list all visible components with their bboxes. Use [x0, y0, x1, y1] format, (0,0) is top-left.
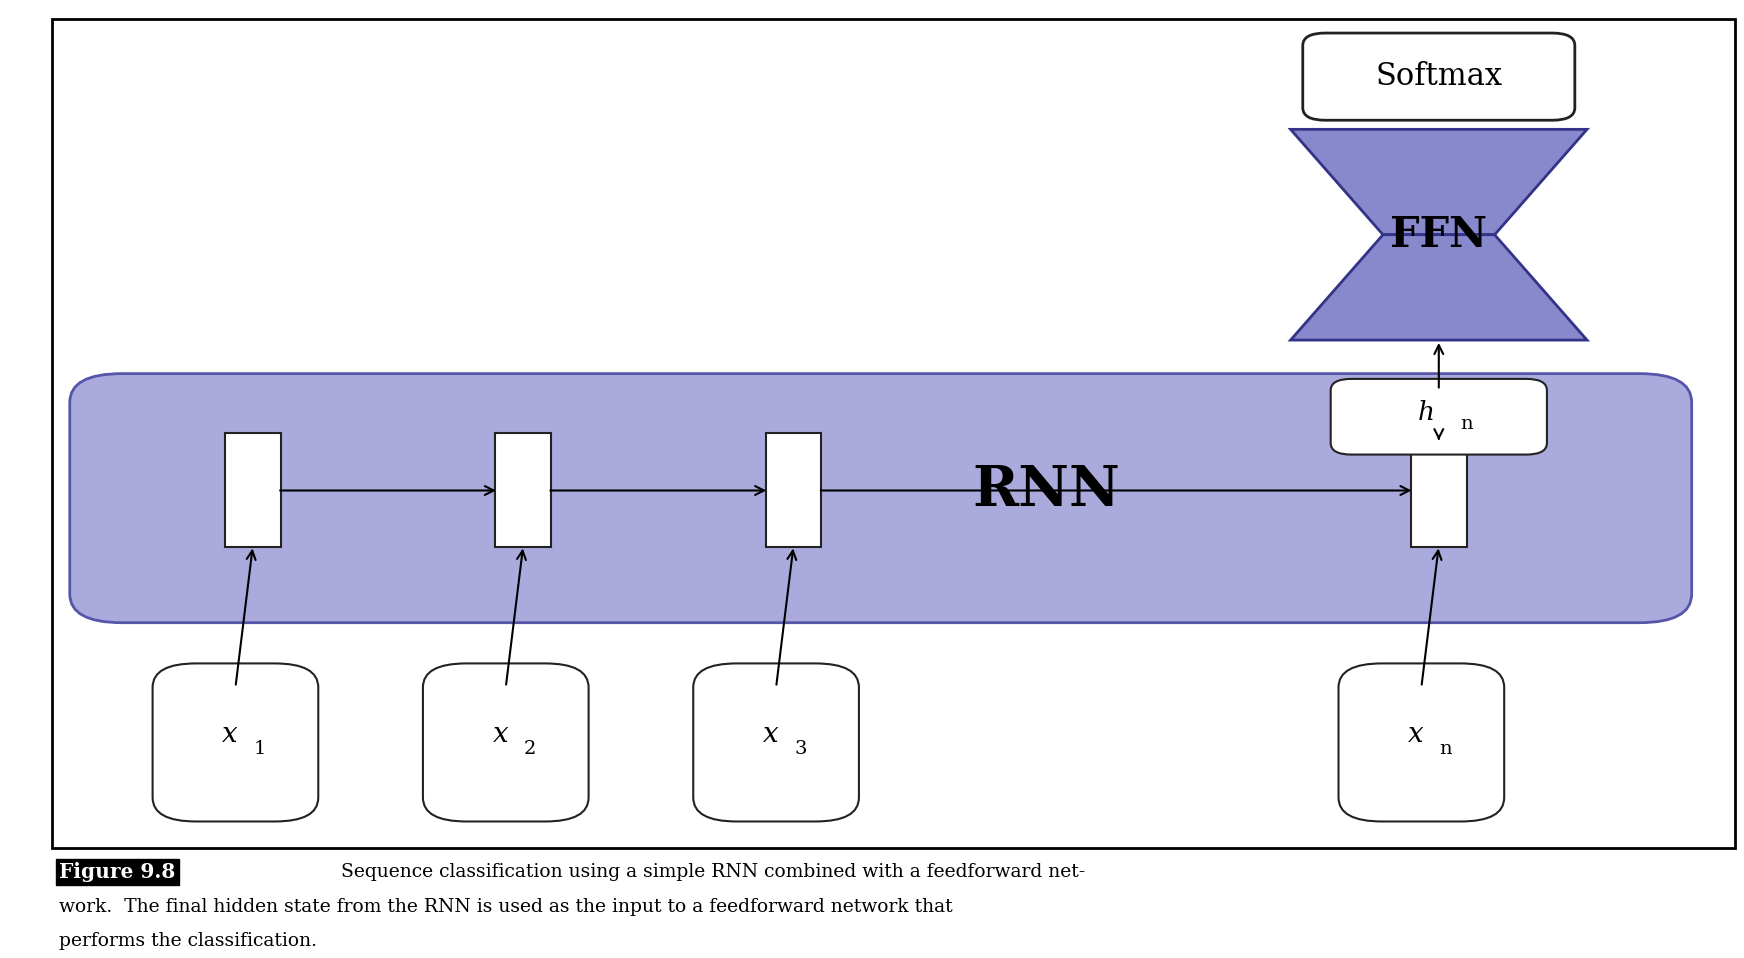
FancyBboxPatch shape [495, 433, 551, 548]
Polygon shape [1291, 235, 1587, 340]
Text: 1: 1 [253, 741, 267, 758]
FancyBboxPatch shape [225, 433, 281, 548]
FancyBboxPatch shape [692, 664, 858, 822]
Text: n: n [1460, 416, 1474, 433]
FancyBboxPatch shape [1331, 379, 1547, 455]
Polygon shape [1291, 129, 1587, 235]
Text: Sequence classification using a simple RNN combined with a feedforward net-: Sequence classification using a simple R… [323, 863, 1085, 880]
Text: 2: 2 [523, 741, 537, 758]
FancyBboxPatch shape [422, 664, 588, 822]
Text: Figure 9.8: Figure 9.8 [59, 862, 176, 881]
FancyBboxPatch shape [70, 374, 1692, 623]
Text: x: x [1409, 721, 1423, 748]
Text: x: x [223, 721, 237, 748]
Text: Softmax: Softmax [1376, 61, 1502, 92]
Text: 3: 3 [794, 741, 807, 758]
FancyBboxPatch shape [1411, 433, 1467, 548]
Text: FFN: FFN [1390, 214, 1488, 256]
FancyBboxPatch shape [766, 433, 821, 548]
Text: n: n [1439, 741, 1453, 758]
Text: x: x [494, 721, 508, 748]
FancyBboxPatch shape [153, 664, 319, 822]
Text: h: h [1418, 400, 1435, 425]
FancyBboxPatch shape [1303, 33, 1575, 121]
Text: x: x [764, 721, 778, 748]
Text: performs the classification.: performs the classification. [59, 932, 317, 949]
Text: work.  The final hidden state from the RNN is used as the input to a feedforward: work. The final hidden state from the RN… [59, 899, 952, 916]
Text: RNN: RNN [973, 463, 1120, 518]
FancyBboxPatch shape [1339, 664, 1503, 822]
